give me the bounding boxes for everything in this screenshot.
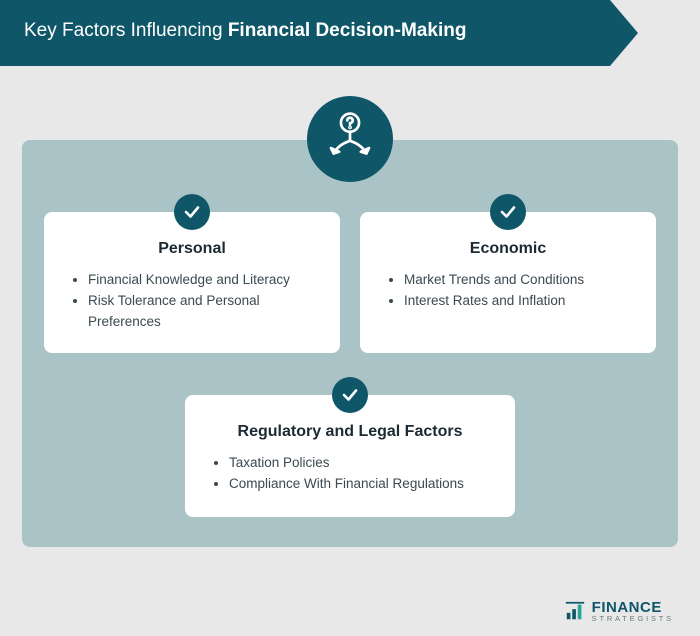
card-list: Taxation Policies Compliance With Financ… <box>207 453 493 495</box>
list-item: Taxation Policies <box>229 453 493 474</box>
card-list: Market Trends and Conditions Interest Ra… <box>382 270 634 312</box>
list-item: Financial Knowledge and Literacy <box>88 270 318 291</box>
hero-decision-icon <box>307 96 393 182</box>
header-bar: Key Factors Influencing Financial Decisi… <box>0 0 610 66</box>
title-bold: Financial Decision-Making <box>228 20 467 41</box>
content-panel: Personal Financial Knowledge and Literac… <box>22 140 678 547</box>
logo-text: FINANCE STRATEGISTS <box>592 600 674 623</box>
header: Key Factors Influencing Financial Decisi… <box>0 0 700 66</box>
logo-brand: FINANCE <box>592 600 674 615</box>
check-icon <box>490 194 526 230</box>
list-item: Risk Tolerance and Personal Preferences <box>88 291 318 333</box>
title-prefix: Key Factors Influencing <box>24 20 228 41</box>
card-list: Financial Knowledge and Literacy Risk To… <box>66 270 318 333</box>
logo-mark-icon <box>564 600 586 622</box>
list-item: Interest Rates and Inflation <box>404 291 634 312</box>
check-icon <box>174 194 210 230</box>
cards-row-2: Regulatory and Legal Factors Taxation Po… <box>44 395 656 517</box>
card-economic: Economic Market Trends and Conditions In… <box>360 212 656 353</box>
card-title: Personal <box>66 240 318 258</box>
cards-row-1: Personal Financial Knowledge and Literac… <box>44 212 656 353</box>
list-item: Market Trends and Conditions <box>404 270 634 291</box>
infographic-page: Key Factors Influencing Financial Decisi… <box>0 0 700 636</box>
card-title: Economic <box>382 240 634 258</box>
footer-logo: FINANCE STRATEGISTS <box>564 600 674 623</box>
check-icon <box>332 377 368 413</box>
card-personal: Personal Financial Knowledge and Literac… <box>44 212 340 353</box>
list-item: Compliance With Financial Regulations <box>229 474 493 495</box>
logo-subbrand: STRATEGISTS <box>592 615 674 623</box>
card-title: Regulatory and Legal Factors <box>207 423 493 441</box>
card-regulatory: Regulatory and Legal Factors Taxation Po… <box>185 395 515 517</box>
